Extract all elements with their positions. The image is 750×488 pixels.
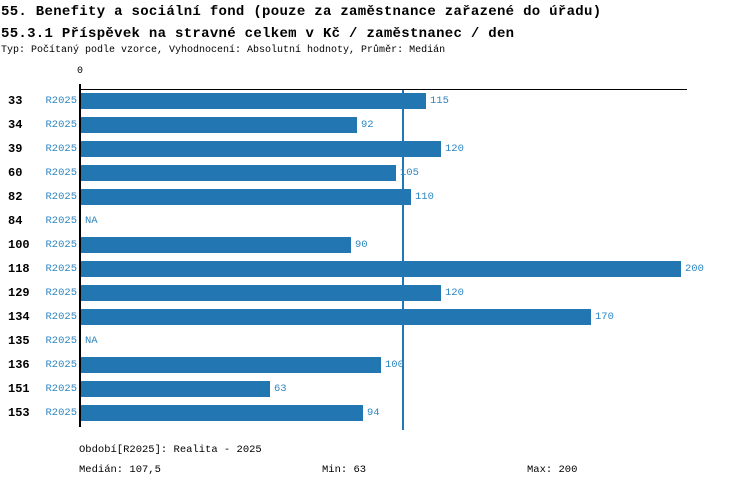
bar (81, 141, 441, 157)
bar-value-label: 120 (445, 143, 464, 155)
row-category-label: 153 (8, 406, 30, 420)
row-series-label: R2025 (45, 335, 77, 347)
row-series-label: R2025 (45, 359, 77, 371)
y-axis-line (79, 84, 81, 427)
x-axis-zero-tick-label: 0 (76, 66, 83, 77)
bar-value-label: 115 (430, 95, 449, 107)
row-series-label: R2025 (45, 311, 77, 323)
row-series-label: R2025 (45, 383, 77, 395)
bar-value-label: 120 (445, 287, 464, 299)
row-category-label: 84 (8, 214, 23, 228)
bar-value-label: 92 (361, 119, 374, 131)
bar (81, 165, 396, 181)
row-series-label: R2025 (45, 119, 77, 131)
row-category-label: 136 (8, 358, 30, 372)
bar-na-label: NA (85, 215, 98, 227)
row-category-label: 82 (8, 190, 23, 204)
x-axis-top-line (79, 89, 687, 90)
row-series-label: R2025 (45, 95, 77, 107)
bar-value-label: 94 (367, 407, 380, 419)
row-category-label: 33 (8, 94, 23, 108)
row-series-label: R2025 (45, 215, 77, 227)
bar-value-label: 170 (595, 311, 614, 323)
row-category-label: 34 (8, 118, 23, 132)
bar-value-label: 110 (415, 191, 434, 203)
report-subtitle: 55.3.1 Příspěvek na stravné celkem v Kč … (1, 26, 515, 42)
bar (81, 261, 681, 277)
bar-value-label: 200 (685, 263, 704, 275)
median-reference-line (401, 90, 404, 430)
bar (81, 357, 381, 373)
bar-value-label: 90 (355, 239, 368, 251)
bar-value-label: 100 (385, 359, 404, 371)
row-category-label: 60 (8, 166, 23, 180)
bar (81, 285, 441, 301)
footer-median-label: Medián: 107,5 (79, 464, 161, 476)
footer-max-label: Max: 200 (527, 464, 578, 476)
row-series-label: R2025 (45, 239, 77, 251)
bar-value-label: 105 (400, 167, 419, 179)
bar (81, 237, 351, 253)
row-series-label: R2025 (45, 263, 77, 275)
row-category-label: 39 (8, 142, 23, 156)
row-category-label: 134 (8, 310, 30, 324)
bar (81, 189, 411, 205)
row-category-label: 118 (8, 262, 30, 276)
footer-min-label: Min: 63 (322, 464, 367, 476)
row-category-label: 100 (8, 238, 30, 252)
bar (81, 117, 357, 133)
row-series-label: R2025 (45, 191, 77, 203)
report-title: 55. Benefity a sociální fond (pouze za z… (1, 4, 602, 20)
bar (81, 405, 363, 421)
bar-value-label: 63 (274, 383, 287, 395)
footer-period-label: Období[R2025]: Realita - 2025 (79, 444, 262, 456)
bar (81, 309, 591, 325)
bar-na-label: NA (85, 335, 98, 347)
row-category-label: 129 (8, 286, 30, 300)
bar (81, 93, 426, 109)
row-series-label: R2025 (45, 407, 77, 419)
row-series-label: R2025 (45, 167, 77, 179)
row-series-label: R2025 (45, 287, 77, 299)
row-category-label: 135 (8, 334, 30, 348)
row-category-label: 151 (8, 382, 30, 396)
bar (81, 381, 270, 397)
report-meta-line: Typ: Počítaný podle vzorce, Vyhodnocení:… (1, 45, 446, 56)
row-series-label: R2025 (45, 143, 77, 155)
